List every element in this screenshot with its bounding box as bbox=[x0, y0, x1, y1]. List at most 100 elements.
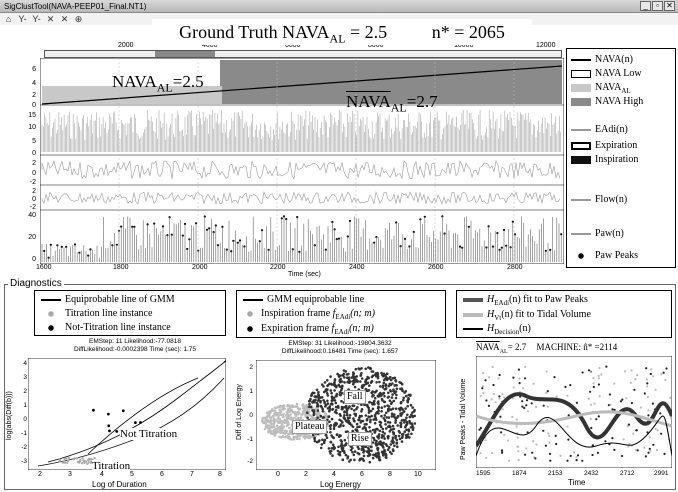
peak-point bbox=[546, 390, 549, 393]
time-series-plot[interactable] bbox=[40, 58, 564, 264]
titration-scatter[interactable] bbox=[28, 358, 226, 470]
expiration-point bbox=[344, 453, 348, 457]
expiration-point bbox=[396, 445, 399, 448]
expiration-point bbox=[321, 438, 324, 442]
flow-panel bbox=[41, 160, 561, 180]
peak-point bbox=[515, 425, 518, 428]
inspiration-point bbox=[303, 413, 307, 416]
banner-sub: AL bbox=[329, 31, 346, 46]
inspiration-point bbox=[292, 437, 296, 441]
peak-point bbox=[598, 366, 601, 370]
inspiration-point bbox=[271, 409, 275, 412]
energy-scatter[interactable] bbox=[256, 360, 436, 470]
datatip-icon[interactable]: ⊕ bbox=[74, 14, 83, 24]
expiration-point bbox=[332, 383, 335, 386]
zoom-xy-icon[interactable]: ✕ bbox=[46, 14, 55, 24]
expiration-point bbox=[383, 418, 387, 422]
expiration-point bbox=[367, 389, 371, 392]
expiration-point bbox=[410, 432, 413, 436]
peak-point bbox=[525, 447, 528, 450]
expiration-point bbox=[335, 422, 339, 425]
peak-point bbox=[629, 381, 632, 384]
peak-point bbox=[639, 406, 642, 409]
expiration-point bbox=[333, 389, 336, 392]
expiration-point bbox=[375, 411, 379, 415]
expiration-point bbox=[401, 433, 404, 436]
ruler-thumb[interactable] bbox=[155, 51, 215, 57]
expiration-point bbox=[388, 450, 392, 454]
panel2-xlabel: Log Energy bbox=[320, 480, 361, 489]
peak-point bbox=[553, 376, 556, 379]
expiration-point bbox=[336, 372, 339, 376]
peak-point bbox=[492, 392, 495, 396]
panel2-legend: GMM equiprobable line Inspiration frame … bbox=[236, 290, 446, 338]
expiration-point bbox=[328, 420, 331, 424]
expiration-point bbox=[353, 377, 356, 380]
peak-point bbox=[572, 451, 576, 454]
peak-point bbox=[609, 403, 612, 406]
peak-point bbox=[597, 374, 600, 377]
open-icon[interactable]: ⌂ bbox=[5, 14, 12, 24]
peak-point bbox=[596, 451, 599, 454]
titration-dot bbox=[82, 459, 85, 462]
inspiration-point bbox=[265, 411, 269, 415]
peak-point bbox=[621, 398, 624, 401]
zoom-x-icon[interactable]: Y- bbox=[18, 14, 27, 24]
expiration-point bbox=[382, 391, 386, 395]
peak-point bbox=[482, 372, 485, 375]
expiration-point bbox=[391, 431, 395, 434]
peak-point bbox=[600, 373, 603, 376]
overview-ruler[interactable] bbox=[44, 50, 562, 58]
expiration-point bbox=[373, 430, 377, 433]
expiration-point bbox=[352, 409, 356, 412]
expiration-point bbox=[329, 427, 332, 430]
expiration-point bbox=[326, 399, 329, 403]
paw-peak bbox=[560, 233, 563, 236]
expiration-point bbox=[343, 410, 346, 413]
peak-point bbox=[626, 425, 629, 428]
ytick: 10 bbox=[28, 124, 36, 131]
peak-point bbox=[516, 436, 519, 439]
inspiration-point bbox=[285, 435, 289, 438]
diagnostics-group bbox=[4, 284, 676, 490]
decision-plot[interactable] bbox=[476, 356, 672, 468]
expiration-point bbox=[317, 390, 320, 394]
ytick: 4 bbox=[32, 80, 36, 87]
expiration-point bbox=[406, 404, 409, 408]
pan-icon[interactable]: ✕ bbox=[60, 14, 69, 24]
panel3-header: NAVAAL= 2.7 MACHINE: n̂* =2114 bbox=[476, 342, 618, 355]
legend-expiration-frame: Expiration frame bbox=[261, 323, 332, 334]
inspiration-point bbox=[280, 425, 283, 429]
xtick: 2600 bbox=[428, 264, 444, 271]
peak-point bbox=[544, 444, 547, 447]
minimize-button[interactable]: _ bbox=[640, 1, 651, 11]
peak-point bbox=[517, 368, 520, 371]
close-button[interactable]: ✕ bbox=[664, 1, 675, 11]
peak-point bbox=[654, 427, 657, 430]
zoom-y-icon[interactable]: Y- bbox=[32, 14, 41, 24]
peak-point bbox=[484, 439, 487, 442]
peak-point bbox=[491, 451, 494, 455]
inspiration-point bbox=[281, 407, 284, 411]
expiration-point bbox=[391, 436, 395, 439]
expiration-point bbox=[353, 412, 356, 416]
peak-point bbox=[633, 388, 636, 391]
titration-dot bbox=[89, 460, 93, 463]
peak-point bbox=[654, 388, 657, 391]
peak-point bbox=[660, 373, 663, 376]
expiration-point bbox=[359, 380, 362, 383]
xtick: 1800 bbox=[113, 264, 129, 271]
expiration-point bbox=[319, 446, 323, 450]
expiration-point bbox=[311, 433, 315, 437]
peak-point bbox=[619, 400, 622, 403]
peak-point bbox=[554, 434, 557, 437]
expiration-point bbox=[389, 443, 393, 446]
expiration-point bbox=[373, 399, 376, 403]
maximize-button[interactable]: ▫ bbox=[652, 1, 663, 11]
expiration-point bbox=[353, 385, 357, 389]
legend-titration: Titration line instance bbox=[65, 308, 153, 319]
expiration-point bbox=[320, 443, 324, 446]
expiration-point bbox=[377, 409, 380, 413]
paw-signal bbox=[41, 216, 562, 262]
expiration-point bbox=[384, 383, 388, 386]
